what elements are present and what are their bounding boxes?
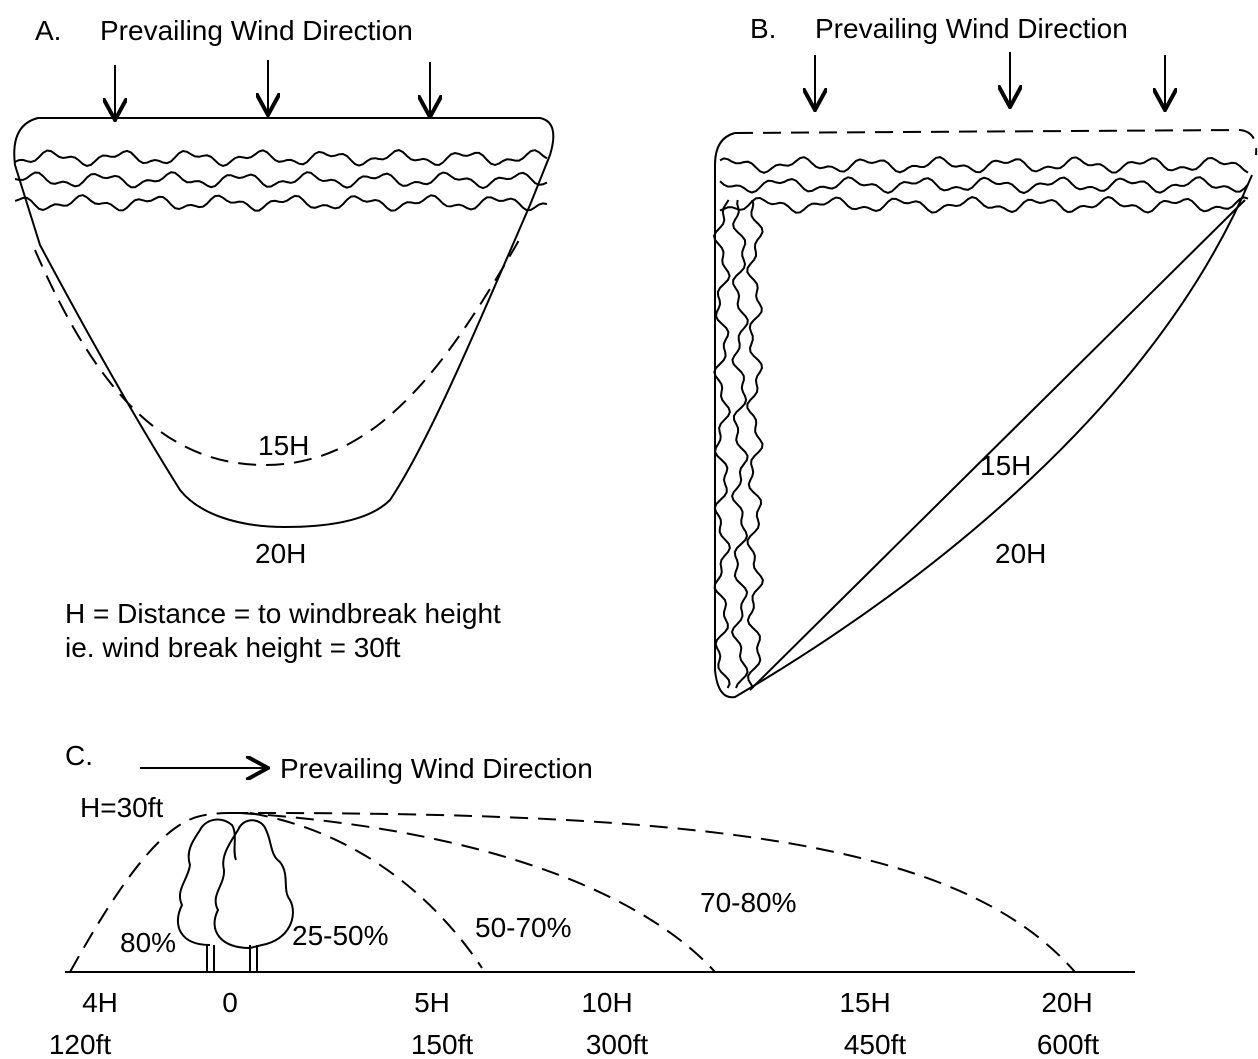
note: H = Distance = to windbreak height xyxy=(65,598,501,629)
panel-c: C. Prevailing Wind Direction H=30ft 80% … xyxy=(49,740,1135,1059)
inner-contour xyxy=(34,234,523,467)
zone-boundary xyxy=(249,812,483,969)
heading: Prevailing Wind Direction xyxy=(815,13,1128,44)
panel-a: A. Prevailing Wind Direction 15H 20H H =… xyxy=(13,15,555,663)
panel-label: B. xyxy=(750,13,776,44)
tree xyxy=(177,818,237,946)
contour-label: 15H xyxy=(258,430,309,461)
distance-h: 15H xyxy=(839,987,890,1018)
heading: Prevailing Wind Direction xyxy=(280,753,593,784)
panel-label: A. xyxy=(35,15,61,46)
distance-ft: 600ft xyxy=(1037,1029,1099,1059)
windbreak-row xyxy=(730,199,749,689)
zone-boundary xyxy=(69,812,231,973)
contour-label: 20H xyxy=(995,538,1046,569)
distance-h: 4H xyxy=(82,987,118,1018)
zone-boundary xyxy=(239,812,716,973)
windbreak-row xyxy=(712,199,731,689)
contour-label: 15H xyxy=(980,450,1031,481)
windbreak-row xyxy=(14,171,548,190)
distance-h: 10H xyxy=(581,987,632,1018)
windbreak-row xyxy=(746,199,764,689)
tree xyxy=(213,819,294,950)
panel-label: C. xyxy=(65,740,93,771)
top-edge xyxy=(734,128,1258,156)
heading: Prevailing Wind Direction xyxy=(100,15,413,46)
height-label: H=30ft xyxy=(80,792,163,823)
zone-label: 25-50% xyxy=(292,920,389,951)
distance-ft: 150ft xyxy=(411,1029,473,1059)
contour-label: 20H xyxy=(255,538,306,569)
windbreak-row xyxy=(14,194,548,212)
zone-label: 70-80% xyxy=(700,887,797,918)
windbreak-row xyxy=(14,149,548,167)
zone-label: 50-70% xyxy=(475,912,572,943)
distance-ft: 120ft xyxy=(49,1029,111,1059)
zone-boundary xyxy=(229,811,1076,973)
tree-trunk xyxy=(206,945,258,972)
distance-h: 20H xyxy=(1041,987,1092,1018)
outer-contour xyxy=(714,132,1253,699)
outer-contour xyxy=(13,117,555,529)
windbreak-row xyxy=(719,176,1249,195)
distance-ft: 450ft xyxy=(844,1029,906,1059)
distance-ft: 300ft xyxy=(586,1029,648,1059)
inner-contour xyxy=(749,199,1246,691)
windbreak-row xyxy=(719,156,1249,174)
panel-b: B. Prevailing Wind Direction 15H 20H xyxy=(712,13,1258,699)
note: ie. wind break height = 30ft xyxy=(65,632,401,663)
zone-label: 80% xyxy=(120,927,176,958)
distance-h: 5H xyxy=(414,987,450,1018)
distance-h: 0 xyxy=(222,987,238,1018)
windbreak-row xyxy=(719,195,1249,214)
